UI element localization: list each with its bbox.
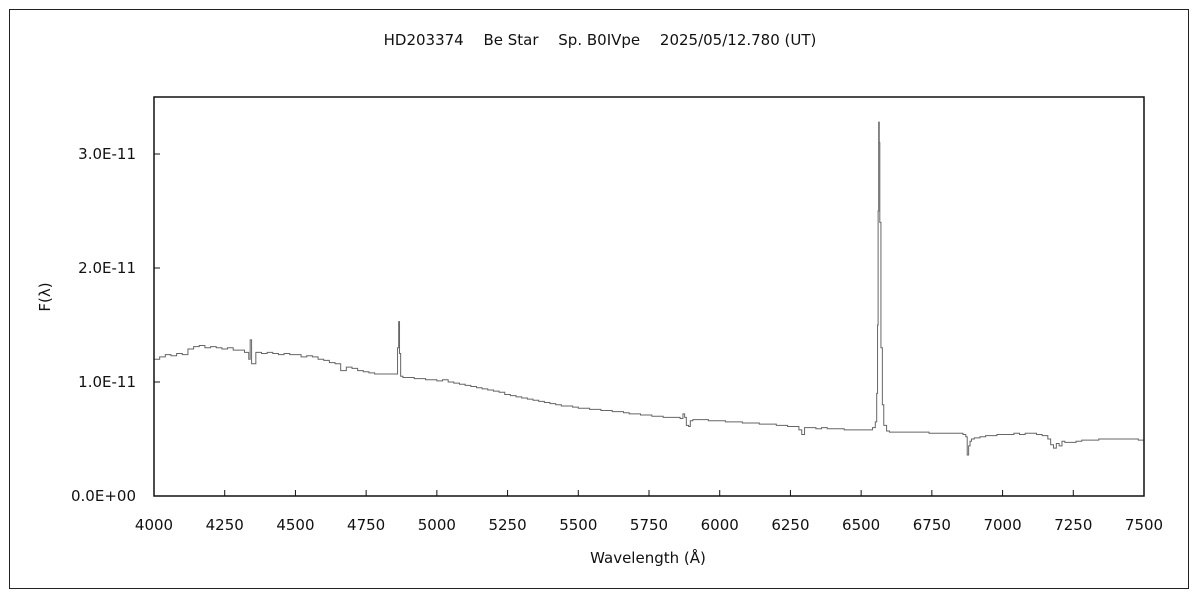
x-tick-label: 5500 <box>559 516 597 534</box>
y-tick-label: 1.0E-11 <box>78 373 136 391</box>
x-tick-label: 5000 <box>418 516 456 534</box>
x-tick-label: 4750 <box>347 516 385 534</box>
x-tick-label: 7500 <box>1125 516 1163 534</box>
x-tick-label: 7250 <box>1054 516 1092 534</box>
x-tick-label: 6250 <box>771 516 809 534</box>
x-tick-label: 4250 <box>206 516 244 534</box>
x-tick-label: 6000 <box>701 516 739 534</box>
x-tick-label: 6500 <box>842 516 880 534</box>
series-group <box>154 121 1144 456</box>
x-tick-label: 4000 <box>135 516 173 534</box>
axis-ticks: 4000 4250 4500 4750 5000 5250 5500 5750 6000 6250… <box>71 145 1163 534</box>
plot-area <box>153 96 1145 497</box>
y-tick-label: 3.0E-11 <box>78 145 136 163</box>
spectrum-line-0 <box>154 121 1144 456</box>
y-axis-title: F(λ) <box>36 282 54 311</box>
x-tick-label: 5250 <box>488 516 526 534</box>
y-tick-label: 0.0E+00 <box>71 487 136 505</box>
x-tick-label: 5750 <box>630 516 668 534</box>
y-tick-label: 2.0E-11 <box>78 259 136 277</box>
x-tick-label: 7000 <box>983 516 1021 534</box>
x-tick-label: 4500 <box>276 516 314 534</box>
x-tick-label: 6750 <box>913 516 951 534</box>
chart-frame <box>9 9 1189 589</box>
chart-title: HD203374 Be Star Sp. B0IVpe 2025/05/12.7… <box>384 31 817 49</box>
x-axis-title: Wavelength (Å) <box>590 548 706 567</box>
